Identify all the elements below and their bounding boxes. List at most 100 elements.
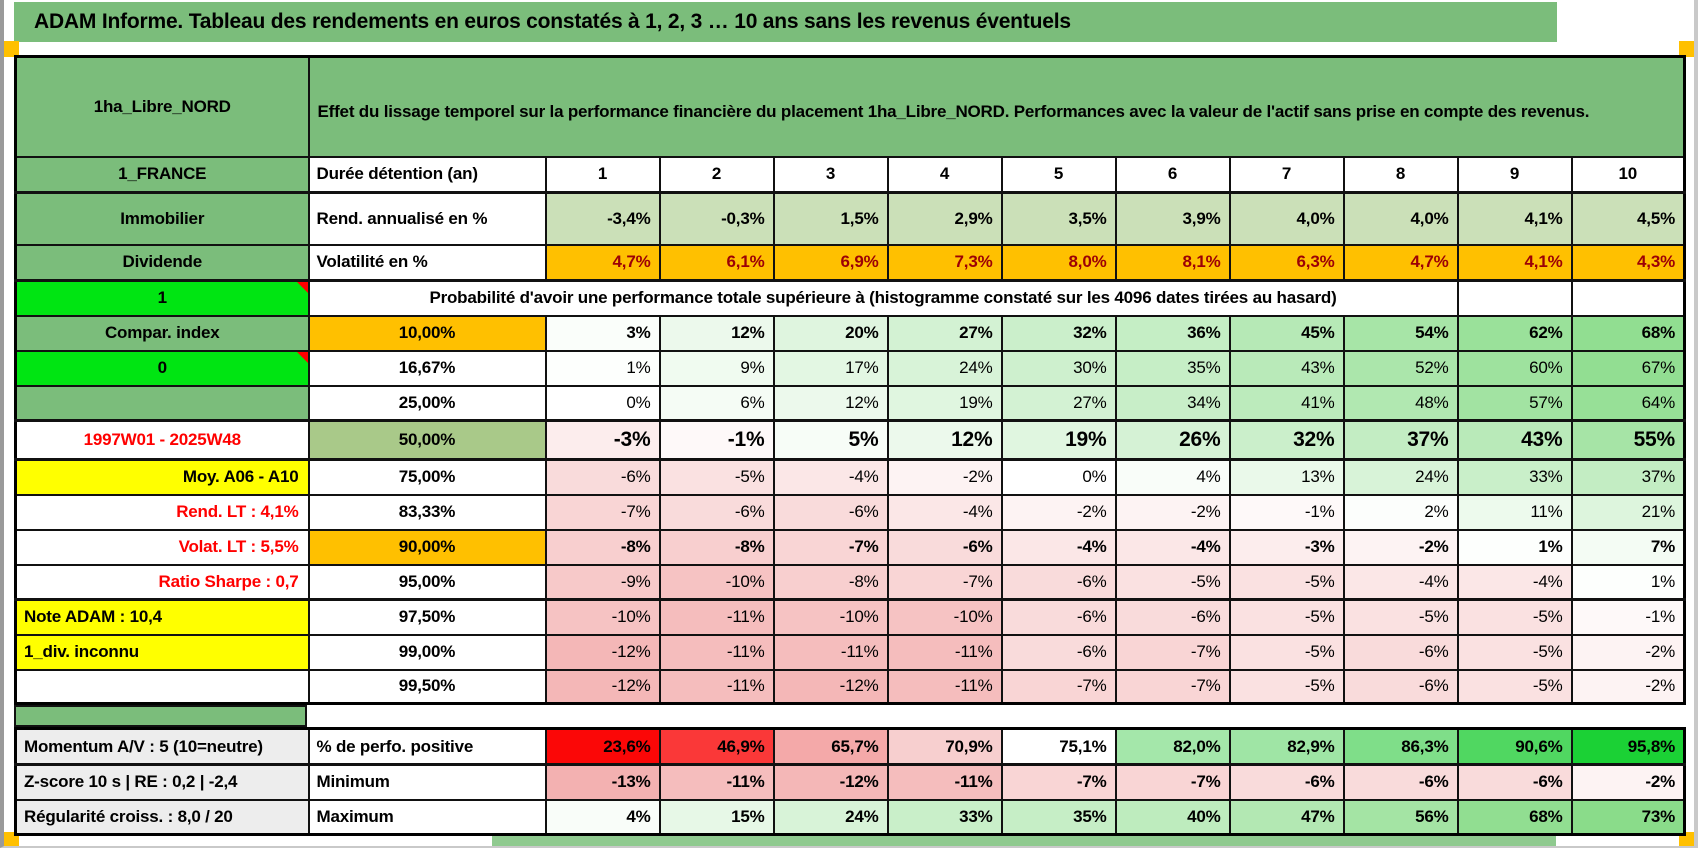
data-cell[interactable]: -4% bbox=[1342, 563, 1459, 601]
data-cell[interactable]: -5% bbox=[1228, 668, 1345, 705]
data-cell[interactable]: -3,4% bbox=[544, 191, 661, 246]
data-cell[interactable]: -7% bbox=[1114, 668, 1231, 705]
row-header[interactable]: 75,00% bbox=[307, 458, 547, 496]
data-cell[interactable]: -8% bbox=[772, 563, 889, 601]
data-cell[interactable]: 35% bbox=[1000, 798, 1117, 836]
data-cell[interactable]: 0% bbox=[544, 384, 661, 422]
data-cell[interactable]: -6% bbox=[1000, 633, 1117, 671]
empty-cell[interactable] bbox=[1456, 279, 1573, 317]
data-cell[interactable]: 57% bbox=[1456, 384, 1573, 422]
data-cell[interactable]: 37% bbox=[1570, 458, 1686, 496]
data-cell[interactable]: 4,3% bbox=[1570, 243, 1686, 282]
row-header[interactable]: Rend. annualisé en % bbox=[307, 191, 547, 246]
data-cell[interactable]: 27% bbox=[1000, 384, 1117, 422]
row-header[interactable]: 50,00% bbox=[307, 419, 547, 461]
data-cell[interactable]: 3,5% bbox=[1000, 191, 1117, 246]
data-cell[interactable]: 3% bbox=[544, 314, 661, 352]
data-cell[interactable]: 2,9% bbox=[886, 191, 1003, 246]
data-cell[interactable]: -10% bbox=[658, 563, 775, 601]
report-title[interactable]: ADAM Informe. Tableau des rendements en … bbox=[14, 2, 1557, 42]
row-label[interactable]: 1 bbox=[14, 279, 310, 317]
data-cell[interactable]: -5% bbox=[1456, 598, 1573, 636]
row-label[interactable]: Dividende bbox=[14, 243, 310, 282]
row-label[interactable]: 1_div. inconnu bbox=[14, 633, 310, 671]
data-cell[interactable]: -4% bbox=[1114, 528, 1231, 566]
data-cell[interactable]: 54% bbox=[1342, 314, 1459, 352]
data-cell[interactable]: 20% bbox=[772, 314, 889, 352]
row-header[interactable]: 97,50% bbox=[307, 598, 547, 636]
data-cell[interactable]: -6% bbox=[1456, 763, 1573, 801]
data-cell[interactable]: 24% bbox=[886, 349, 1003, 387]
data-cell[interactable]: -8% bbox=[544, 528, 661, 566]
data-cell[interactable]: 40% bbox=[1114, 798, 1231, 836]
data-cell[interactable]: 23,6% bbox=[544, 727, 661, 766]
data-cell[interactable]: 37% bbox=[1342, 419, 1459, 461]
data-cell[interactable]: 2 bbox=[658, 155, 775, 194]
row-header[interactable]: Maximum bbox=[307, 798, 547, 836]
data-cell[interactable]: 12% bbox=[658, 314, 775, 352]
data-cell[interactable]: 6 bbox=[1114, 155, 1231, 194]
data-cell[interactable]: -6% bbox=[658, 493, 775, 531]
data-cell[interactable]: 75,1% bbox=[1000, 727, 1117, 766]
data-cell[interactable]: -12% bbox=[772, 668, 889, 705]
data-cell[interactable]: 4,5% bbox=[1570, 191, 1686, 246]
data-cell[interactable]: 1% bbox=[1456, 528, 1573, 566]
table-description-cell[interactable]: Effet du lissage temporel sur la perform… bbox=[307, 55, 1686, 158]
data-cell[interactable]: -5% bbox=[1228, 563, 1345, 601]
data-cell[interactable]: 32% bbox=[1228, 419, 1345, 461]
data-cell[interactable]: 43% bbox=[1228, 349, 1345, 387]
data-cell[interactable]: 17% bbox=[772, 349, 889, 387]
data-cell[interactable]: 70,9% bbox=[886, 727, 1003, 766]
row-header[interactable]: 99,00% bbox=[307, 633, 547, 671]
asset-name-cell[interactable]: 1ha_Libre_NORD bbox=[14, 55, 310, 158]
data-cell[interactable]: 6,1% bbox=[658, 243, 775, 282]
data-cell[interactable]: -5% bbox=[1456, 633, 1573, 671]
data-cell[interactable]: 82,9% bbox=[1228, 727, 1345, 766]
row-label[interactable]: 0 bbox=[14, 349, 310, 387]
data-cell[interactable]: -6% bbox=[772, 493, 889, 531]
data-cell[interactable]: -6% bbox=[544, 458, 661, 496]
row-label[interactable]: Compar. index bbox=[14, 314, 310, 352]
data-cell[interactable]: -11% bbox=[886, 668, 1003, 705]
data-cell[interactable]: -6% bbox=[1342, 763, 1459, 801]
probability-caption-cell[interactable]: Probabilité d'avoir une performance tota… bbox=[307, 279, 1459, 317]
data-cell[interactable]: 11% bbox=[1456, 493, 1573, 531]
data-cell[interactable]: 48% bbox=[1342, 384, 1459, 422]
data-cell[interactable]: 36% bbox=[1114, 314, 1231, 352]
data-cell[interactable]: 15% bbox=[658, 798, 775, 836]
data-cell[interactable]: -7% bbox=[772, 528, 889, 566]
data-cell[interactable]: -11% bbox=[658, 668, 775, 705]
data-cell[interactable]: 26% bbox=[1114, 419, 1231, 461]
data-cell[interactable]: -11% bbox=[658, 598, 775, 636]
data-cell[interactable]: -2% bbox=[1570, 763, 1686, 801]
data-cell[interactable]: -10% bbox=[544, 598, 661, 636]
data-cell[interactable]: -11% bbox=[658, 633, 775, 671]
row-label[interactable]: Momentum A/V : 5 (10=neutre) bbox=[14, 727, 310, 766]
data-cell[interactable]: -11% bbox=[658, 763, 775, 801]
data-cell[interactable]: -7% bbox=[544, 493, 661, 531]
data-cell[interactable]: -10% bbox=[886, 598, 1003, 636]
data-cell[interactable]: -6% bbox=[1228, 763, 1345, 801]
empty-cell[interactable] bbox=[1570, 279, 1686, 317]
data-cell[interactable]: 60% bbox=[1456, 349, 1573, 387]
data-cell[interactable]: 86,3% bbox=[1342, 727, 1459, 766]
data-cell[interactable]: -11% bbox=[772, 633, 889, 671]
data-cell[interactable]: 4 bbox=[886, 155, 1003, 194]
data-cell[interactable]: 21% bbox=[1570, 493, 1686, 531]
row-header[interactable]: 90,00% bbox=[307, 528, 547, 566]
row-header[interactable]: % de perfo. positive bbox=[307, 727, 547, 766]
data-cell[interactable]: 24% bbox=[772, 798, 889, 836]
row-header[interactable]: Volatilité en % bbox=[307, 243, 547, 282]
row-header[interactable]: 25,00% bbox=[307, 384, 547, 422]
data-cell[interactable]: 2% bbox=[1342, 493, 1459, 531]
data-cell[interactable]: -5% bbox=[1228, 598, 1345, 636]
data-cell[interactable]: 4,1% bbox=[1456, 191, 1573, 246]
row-header[interactable]: 83,33% bbox=[307, 493, 547, 531]
data-cell[interactable]: -6% bbox=[1000, 598, 1117, 636]
row-label[interactable] bbox=[14, 384, 310, 422]
data-cell[interactable]: 6% bbox=[658, 384, 775, 422]
data-cell[interactable]: 7,3% bbox=[886, 243, 1003, 282]
data-cell[interactable]: -5% bbox=[1114, 563, 1231, 601]
data-cell[interactable]: 5% bbox=[772, 419, 889, 461]
data-cell[interactable]: -6% bbox=[1342, 633, 1459, 671]
